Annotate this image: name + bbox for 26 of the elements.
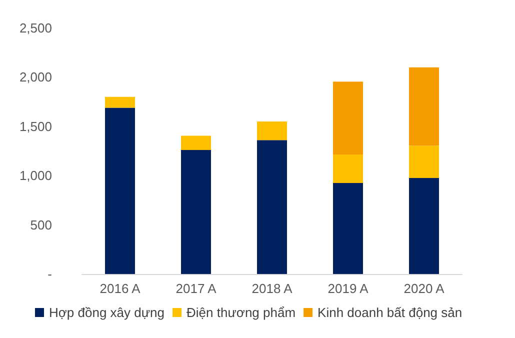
legend-label: Điện thương phẩm [186, 305, 296, 320]
bar [333, 182, 363, 274]
y-tick-label: 1,500 [19, 118, 52, 134]
y-tick-label: 500 [30, 217, 52, 232]
y-tick-label: 1,000 [19, 168, 52, 184]
bar [409, 67, 439, 146]
bar [257, 140, 287, 274]
x-tick-label: 2016 A [100, 281, 141, 296]
x-tick-label: 2018 A [252, 281, 293, 296]
legend-label: Kinh doanh bất động sản [318, 305, 462, 320]
bar [105, 108, 135, 274]
y-tick-label: 2,500 [19, 20, 52, 36]
bar [257, 121, 287, 140]
bar [409, 146, 439, 178]
bar [105, 96, 135, 108]
bar [333, 154, 363, 183]
x-tick-label: 2020 A [404, 281, 445, 296]
bar [181, 150, 211, 274]
bar [409, 178, 439, 274]
y-tick-label: 2,000 [19, 70, 52, 85]
y-tick-label: - [48, 266, 52, 282]
bar [333, 82, 363, 154]
x-tick-label: 2019 A [328, 281, 369, 296]
bar [181, 136, 211, 150]
x-tick-label: 2017 A [176, 281, 217, 296]
legend-label: Hợp đồng xây dựng [49, 305, 165, 320]
